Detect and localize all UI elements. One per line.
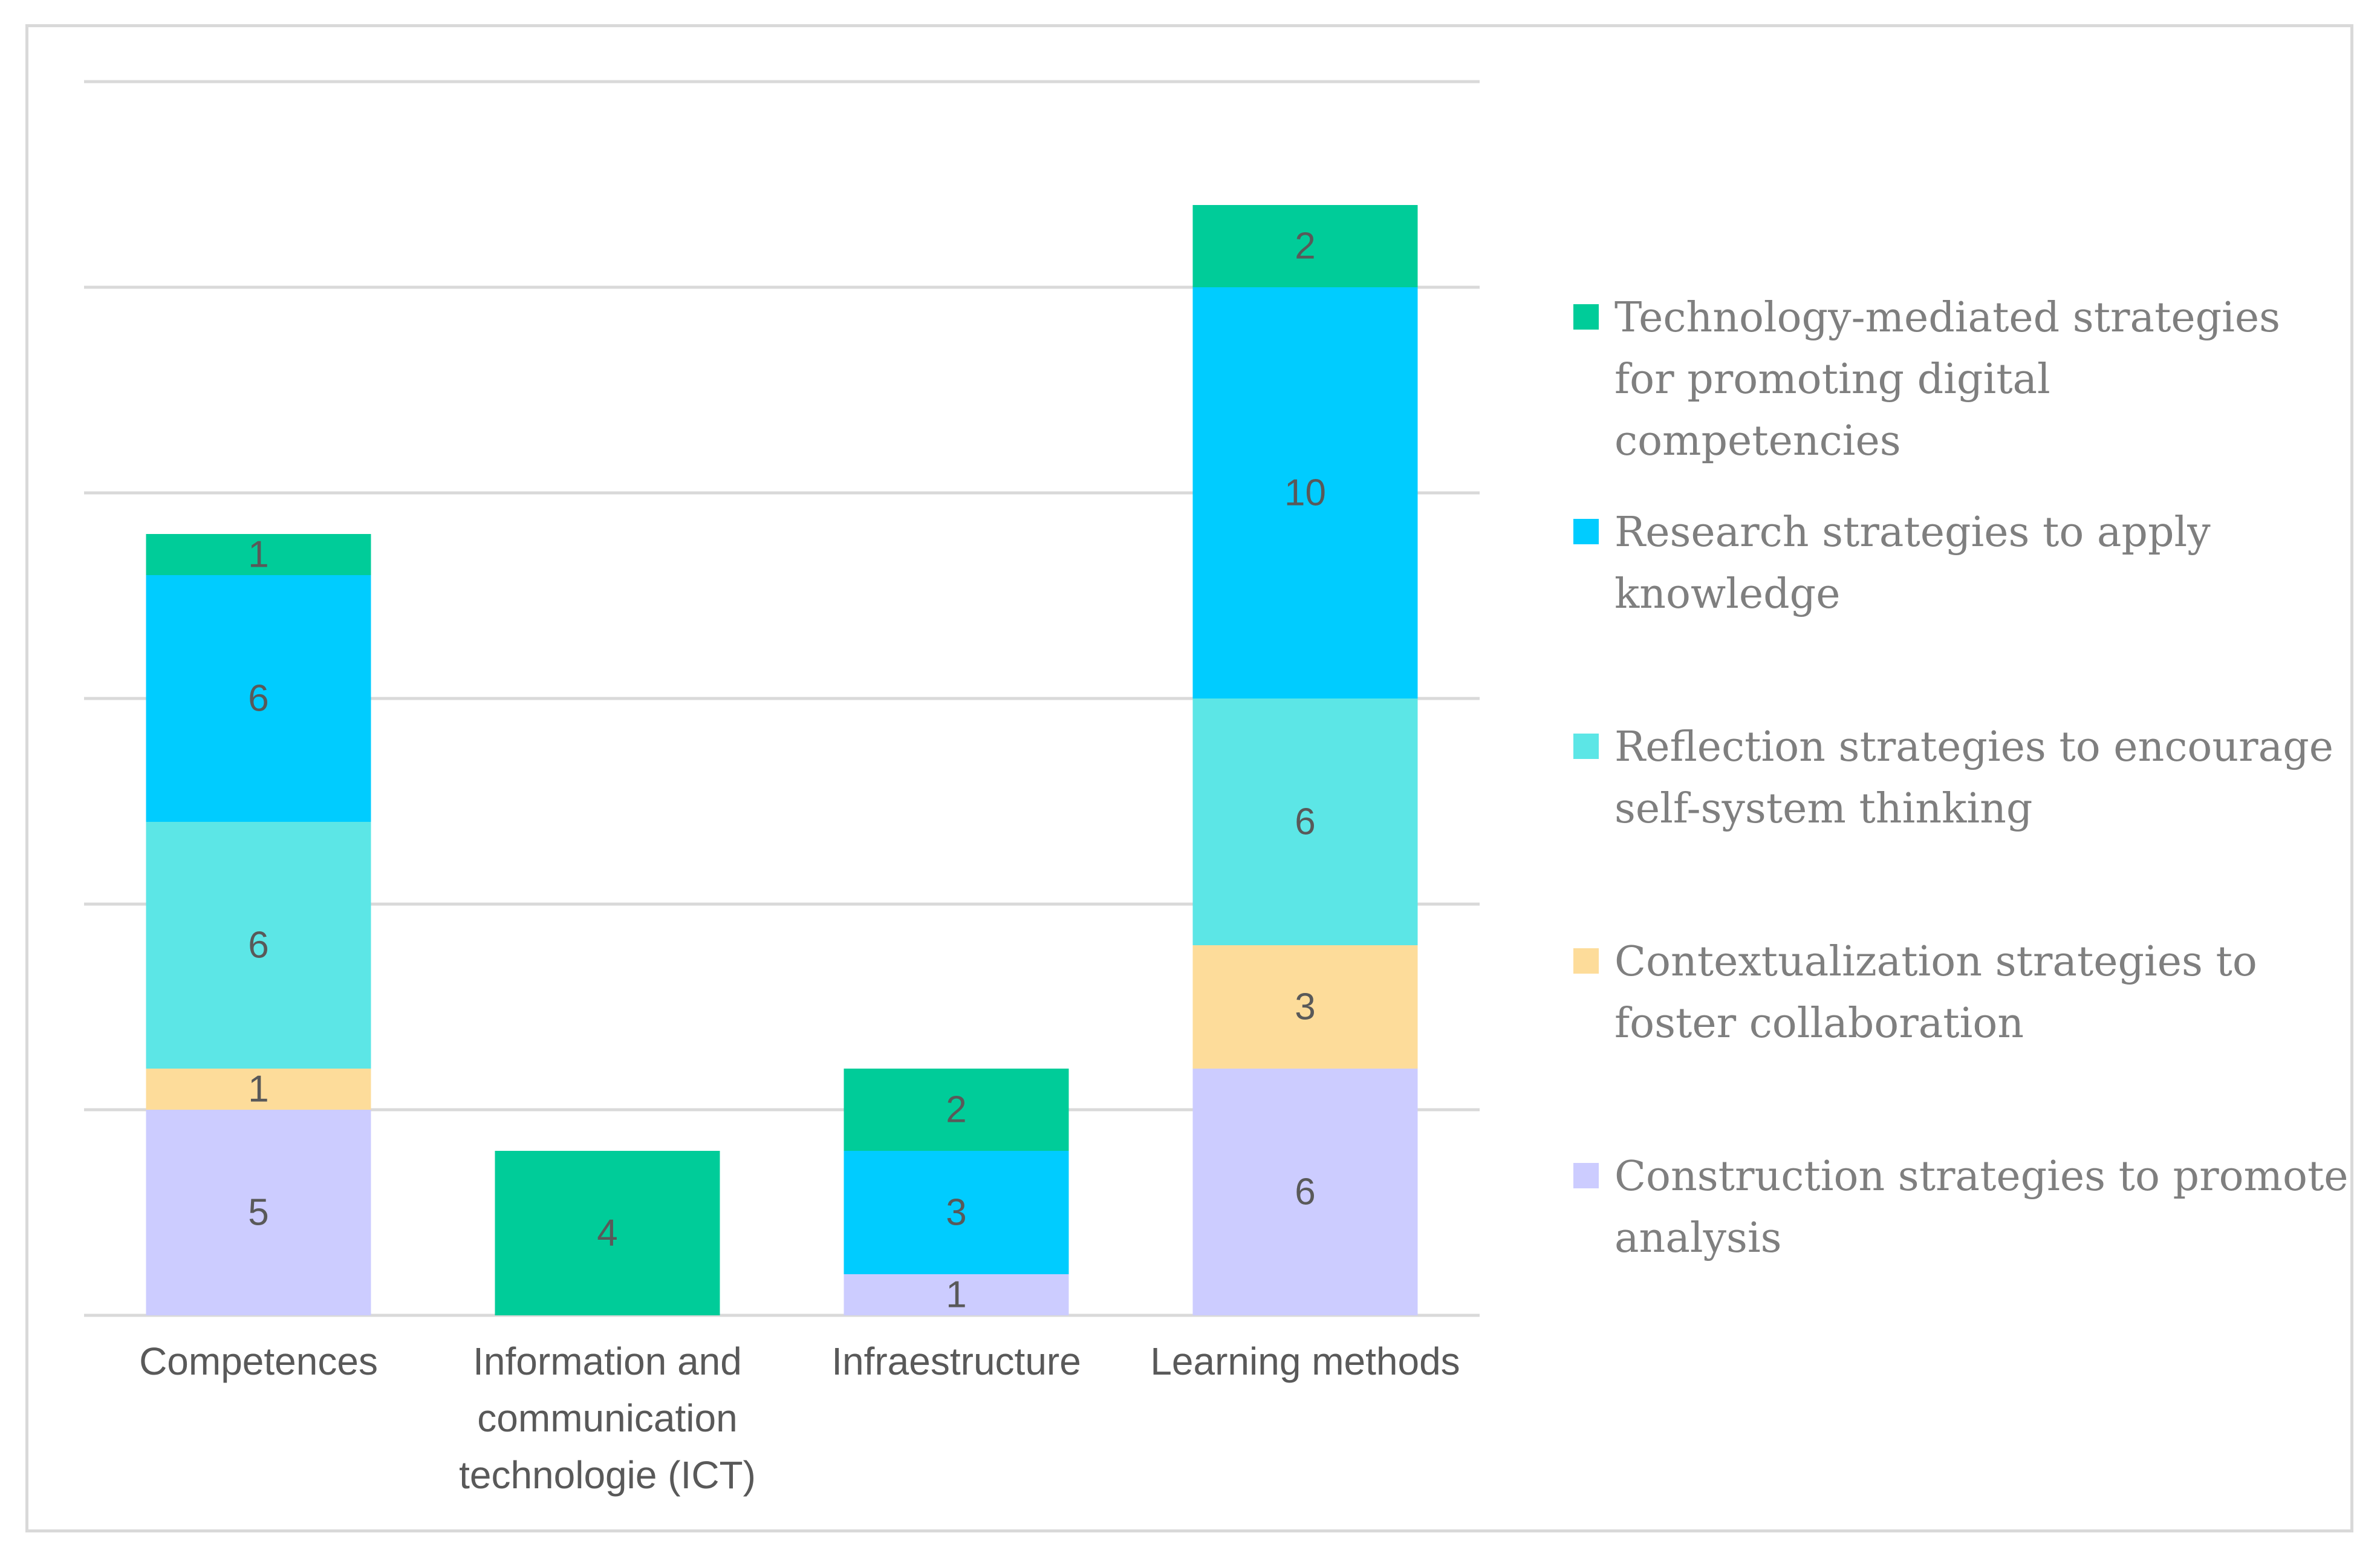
x-tick-label-line: Learning methods — [1150, 1340, 1460, 1383]
legend-label-line: foster collaboration — [1614, 1000, 2024, 1047]
bar-segment[interactable] — [146, 1069, 371, 1110]
legend-swatch — [1573, 734, 1599, 759]
bar-segment[interactable] — [146, 1110, 371, 1315]
legend-label: Reflection strategies to encourage self-s… — [1614, 717, 2352, 840]
data-label: 1 — [248, 1069, 268, 1110]
data-label: 6 — [248, 925, 268, 966]
legend-label-line: competencies — [1614, 417, 1901, 465]
bar-segment[interactable] — [1192, 698, 1418, 945]
legend-label-line: Contextualization strategies to — [1614, 938, 2257, 986]
legend-label: Contextualization strategies to foster co… — [1614, 931, 2352, 1055]
bar-segment[interactable] — [1192, 205, 1418, 287]
legend-swatch — [1573, 519, 1599, 544]
legend-swatch — [1573, 948, 1599, 974]
data-label: 5 — [248, 1192, 268, 1234]
x-tick-label-line: Competences — [139, 1340, 378, 1383]
legend-label-line: knowledge — [1614, 570, 1841, 618]
bar-segment[interactable] — [146, 575, 371, 822]
data-label: 1 — [248, 534, 268, 576]
bar-segment[interactable] — [146, 822, 371, 1069]
data-label: 6 — [248, 678, 268, 720]
x-tick-label: Learning methods — [1150, 1340, 1460, 1383]
legend-label-line: self-system thinking — [1614, 785, 2033, 833]
x-tick-label: Information and communication technologie … — [459, 1340, 756, 1497]
legend-label-line: Research strategies to apply — [1614, 509, 2211, 556]
data-label: 6 — [1295, 1171, 1315, 1213]
x-tick-label: Competences — [139, 1340, 378, 1383]
legend-label-line: Technology-mediated strategies — [1614, 294, 2281, 342]
legend-item[interactable]: Technology-mediated strategies for promot… — [1573, 287, 2352, 472]
data-label: 2 — [1295, 226, 1315, 267]
legend-item[interactable]: Construction strategies to promote analys… — [1573, 1146, 2352, 1269]
legend-swatch — [1573, 1163, 1599, 1188]
legend-label: Construction strategies to promote analys… — [1614, 1146, 2352, 1269]
data-label: 10 — [1284, 472, 1326, 514]
chart-frame: 5 1 6 6 1 4 1 3 2 6 3 6 10 2 Competences Information a… — [25, 24, 2353, 1532]
x-tick-label-line: communication — [477, 1396, 737, 1440]
data-label: 6 — [1295, 801, 1315, 843]
legend-item[interactable]: Contextualization strategies to foster co… — [1573, 931, 2352, 1055]
legend-label: Research strategies to apply knowledge — [1614, 502, 2352, 625]
legend-label-line: for promoting digital — [1614, 356, 2050, 403]
legend-item[interactable]: Research strategies to apply knowledge — [1573, 502, 2352, 625]
legend-label-line: Reflection strategies to encourage — [1614, 723, 2333, 771]
bar-segment[interactable] — [844, 1151, 1069, 1274]
bar-segment[interactable] — [1192, 1069, 1418, 1315]
data-label: 2 — [946, 1089, 966, 1131]
bar-segment[interactable] — [844, 1274, 1069, 1315]
data-label: 1 — [946, 1274, 966, 1316]
data-label: 3 — [1295, 986, 1315, 1028]
chart-plot: 5 1 6 6 1 4 1 3 2 6 3 6 10 2 Competences Information a… — [84, 80, 1480, 1497]
legend-label: Technology-mediated strategies for promot… — [1614, 287, 2352, 472]
bar-segment[interactable] — [1192, 287, 1418, 698]
legend-item[interactable]: Reflection strategies to encourage self-s… — [1573, 717, 2352, 840]
legend-label-line: analysis — [1614, 1214, 1782, 1262]
x-tick-label-line: technologie (ICT) — [459, 1453, 756, 1497]
legend-label-line: Construction strategies to promote — [1614, 1153, 2349, 1200]
bar-segment[interactable] — [495, 1151, 720, 1315]
bar-segment[interactable] — [844, 1069, 1069, 1151]
legend-swatch — [1573, 304, 1599, 330]
x-tick-label-line: Information and — [473, 1340, 742, 1383]
data-label: 3 — [946, 1192, 966, 1234]
x-tick-label: Infraestructure — [831, 1340, 1081, 1383]
x-tick-label-line: Infraestructure — [831, 1340, 1081, 1383]
data-label: 4 — [597, 1213, 617, 1254]
bar-segment[interactable] — [146, 534, 371, 575]
bar-segment[interactable] — [1192, 945, 1418, 1069]
